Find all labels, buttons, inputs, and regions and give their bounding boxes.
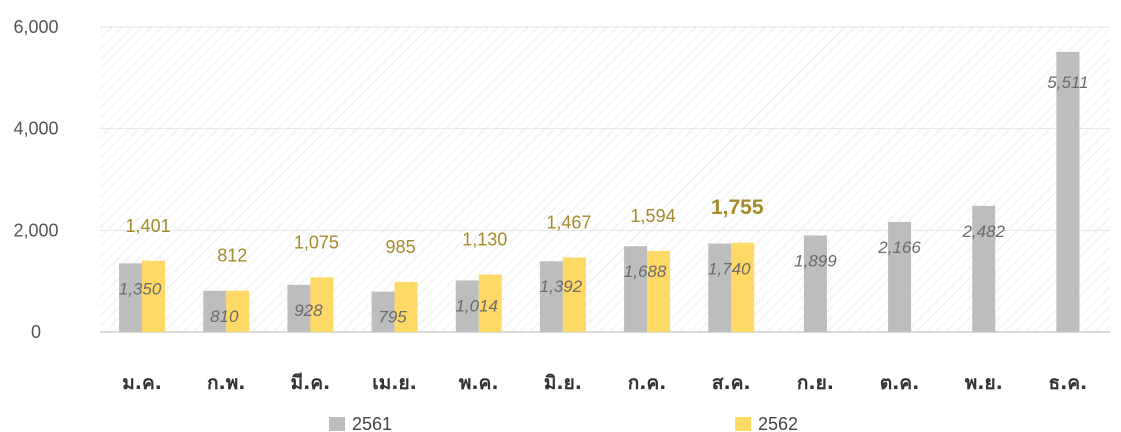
- bar-2561: [371, 291, 395, 332]
- bar-2562: [647, 250, 671, 332]
- data-label-2562: 985: [386, 237, 416, 257]
- bar-2562: [478, 274, 502, 332]
- bar-2561: [119, 263, 143, 332]
- data-labels: 1,350 1,401 810 812 928 1,075 795 985 1,014 1,130…: [119, 73, 1089, 327]
- x-tick-label: ต.ค.: [880, 372, 919, 394]
- plot-background: [100, 27, 1110, 332]
- data-label-2561: 1,014: [455, 296, 498, 315]
- x-tick-label: พ.ย.: [965, 372, 1003, 394]
- bar-2562: [226, 290, 250, 332]
- x-tick-label: พ.ค.: [459, 372, 499, 394]
- data-label-2561: 1,688: [624, 262, 667, 281]
- y-tick-label: 2,000: [13, 220, 58, 240]
- x-tick-label: เม.ย.: [372, 372, 417, 394]
- bar-2561: [1056, 51, 1080, 333]
- data-label-2562: 1,594: [631, 206, 676, 226]
- data-label-2562: 1,401: [126, 216, 171, 236]
- data-label-2562: 1,075: [294, 232, 339, 252]
- y-axis-ticks: 0 2,000 4,000 6,000: [13, 17, 58, 342]
- x-tick-label: ม.ค.: [122, 372, 162, 394]
- x-tick-label: ธ.ค.: [1049, 372, 1088, 394]
- data-label-2561: 810: [210, 307, 239, 326]
- y-tick-label: 6,000: [13, 17, 58, 37]
- x-axis-ticks: ม.ค. ก.พ. มี.ค. เม.ย. พ.ค. มิ.ย. ก.ค. ส.ค. ก.ย. ต…: [122, 372, 1087, 394]
- legend-label-2562: 2562: [758, 414, 798, 432]
- bar-2562: [731, 242, 755, 332]
- y-tick-label: 0: [31, 322, 41, 342]
- data-label-2561: 1,392: [540, 277, 583, 296]
- x-tick-label: ก.ค.: [628, 372, 667, 394]
- data-label-2561: 1,740: [708, 260, 751, 279]
- x-tick-label: ก.ย.: [797, 372, 834, 394]
- bar-2561: [803, 235, 827, 332]
- data-label-2561: 928: [294, 301, 323, 320]
- data-label-2562: 1,755: [711, 196, 764, 219]
- x-tick-label: มี.ค.: [291, 372, 331, 394]
- gridlines: [100, 26, 1110, 333]
- bar-2562: [310, 277, 334, 332]
- data-label-2562: 1,130: [462, 230, 507, 250]
- bar-2561: [455, 280, 479, 332]
- legend: 2561 2562: [329, 414, 798, 432]
- bar-2561: [539, 261, 563, 332]
- x-tick-label: ส.ค.: [712, 372, 751, 394]
- bar-2561: [203, 290, 227, 332]
- y-tick-label: 4,000: [13, 119, 58, 139]
- x-tick-label: ก.พ.: [207, 372, 245, 394]
- data-label-2561: 1,350: [119, 279, 162, 298]
- data-label-2561: 1,899: [794, 251, 837, 270]
- data-label-2561: 795: [378, 308, 407, 327]
- legend-label-2561: 2561: [352, 414, 392, 432]
- data-label-2561: 2,482: [961, 222, 1005, 241]
- legend-swatch-2562: [735, 417, 751, 431]
- bar-2561: [708, 243, 732, 332]
- data-label-2561: 5,511: [1047, 73, 1088, 92]
- bar-2561: [287, 284, 311, 332]
- data-label-2561: 2,166: [877, 238, 921, 257]
- data-label-2562: 1,467: [546, 212, 591, 232]
- bars: [119, 51, 1080, 333]
- x-tick-label: มิ.ย.: [544, 372, 582, 394]
- data-label-2562: 812: [217, 246, 247, 266]
- bar-2562: [394, 281, 418, 332]
- bar-2561: [624, 246, 648, 332]
- bar-2561: [972, 205, 996, 332]
- legend-swatch-2561: [329, 417, 345, 431]
- bar-2561: [888, 221, 912, 332]
- bar-2562: [142, 260, 166, 332]
- bar-2562: [562, 257, 586, 332]
